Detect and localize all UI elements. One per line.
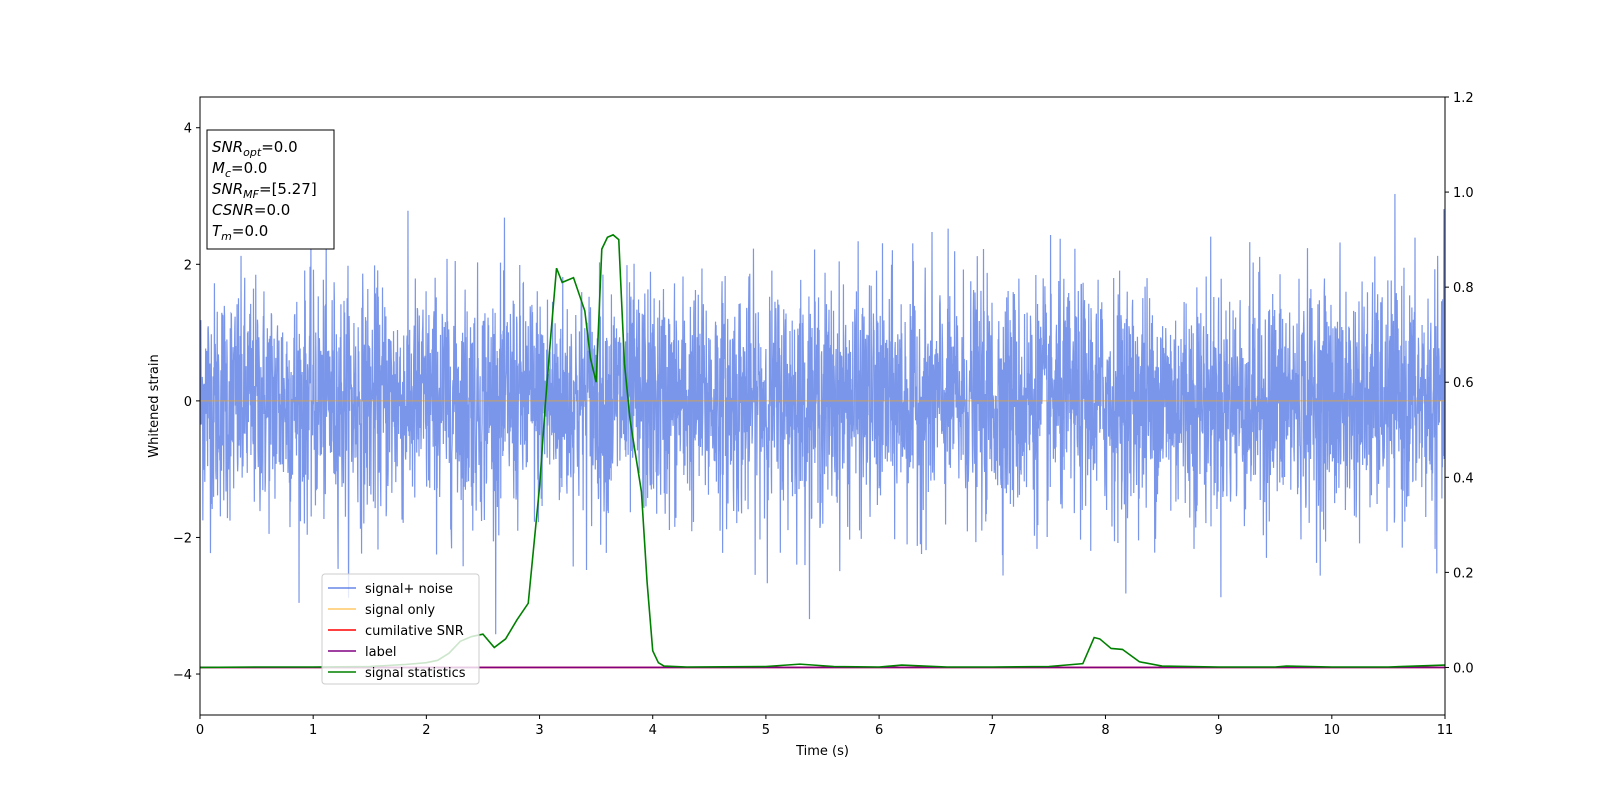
y-tick-label: −2 (173, 531, 192, 546)
signal-noise-line (200, 194, 1445, 635)
y2-tick-label: 0.4 (1453, 471, 1474, 486)
annotation-line: CSNR=0.0 (212, 201, 290, 219)
signal-noise-series (200, 194, 1445, 635)
plot-frame (199, 96, 1446, 716)
annotation-frame (206, 129, 335, 250)
x-tick-label: 9 (1214, 723, 1222, 738)
y-axis-label: Whitened strain (147, 354, 162, 457)
x-axis-label: Time (s) (795, 744, 849, 759)
annotation-line: Mc=0.0 (212, 159, 267, 180)
y2-tick-label: 0.2 (1453, 566, 1474, 581)
x-tick-label: 5 (762, 723, 770, 738)
y2-tick-label: 0.6 (1453, 376, 1474, 391)
y2-tick-label: 1.2 (1453, 91, 1474, 106)
y-tick-label: 4 (184, 122, 192, 137)
x-tick-label: 2 (422, 723, 430, 738)
axis-ticks: 0 1 2 3 4 5 6 7 8 9 10 11 −4 −2 0 2 4 0.0 0.2 0.4 0.6 0.8 1.0 1… (173, 91, 1474, 738)
y-tick-label: 2 (184, 258, 192, 273)
x-tick-label: 3 (535, 723, 543, 738)
legend-entry: signal statistics (365, 666, 466, 681)
legend-entry: signal+ noise (365, 582, 453, 597)
annotation-line: SNRMF=[5.27] (212, 180, 317, 201)
x-tick-label: 11 (1437, 723, 1454, 738)
x-tick-label: 6 (875, 723, 883, 738)
x-tick-label: 10 (1324, 723, 1341, 738)
x-tick-label: 1 (309, 723, 317, 738)
x-tick-label: 0 (196, 723, 204, 738)
x-tick-label: 8 (1101, 723, 1109, 738)
y2-tick-label: 1.0 (1453, 186, 1474, 201)
legend: signal+ noise signal only cumilative SNR la… (321, 573, 480, 685)
y-tick-label: 0 (184, 395, 192, 410)
x-tick-label: 7 (988, 723, 996, 738)
y-tick-label: −4 (173, 668, 192, 683)
y2-tick-label: 0.8 (1453, 281, 1474, 296)
legend-entry: signal only (365, 603, 435, 618)
legend-frame (321, 573, 480, 685)
y2-tick-label: 0.0 (1453, 661, 1474, 676)
annotation-line: SNRopt=0.0 (212, 138, 298, 159)
x-tick-label: 4 (649, 723, 657, 738)
annotation-line: Tm=0.0 (212, 222, 268, 243)
legend-entry: cumilative SNR (365, 624, 464, 639)
legend-entry: label (365, 645, 396, 660)
